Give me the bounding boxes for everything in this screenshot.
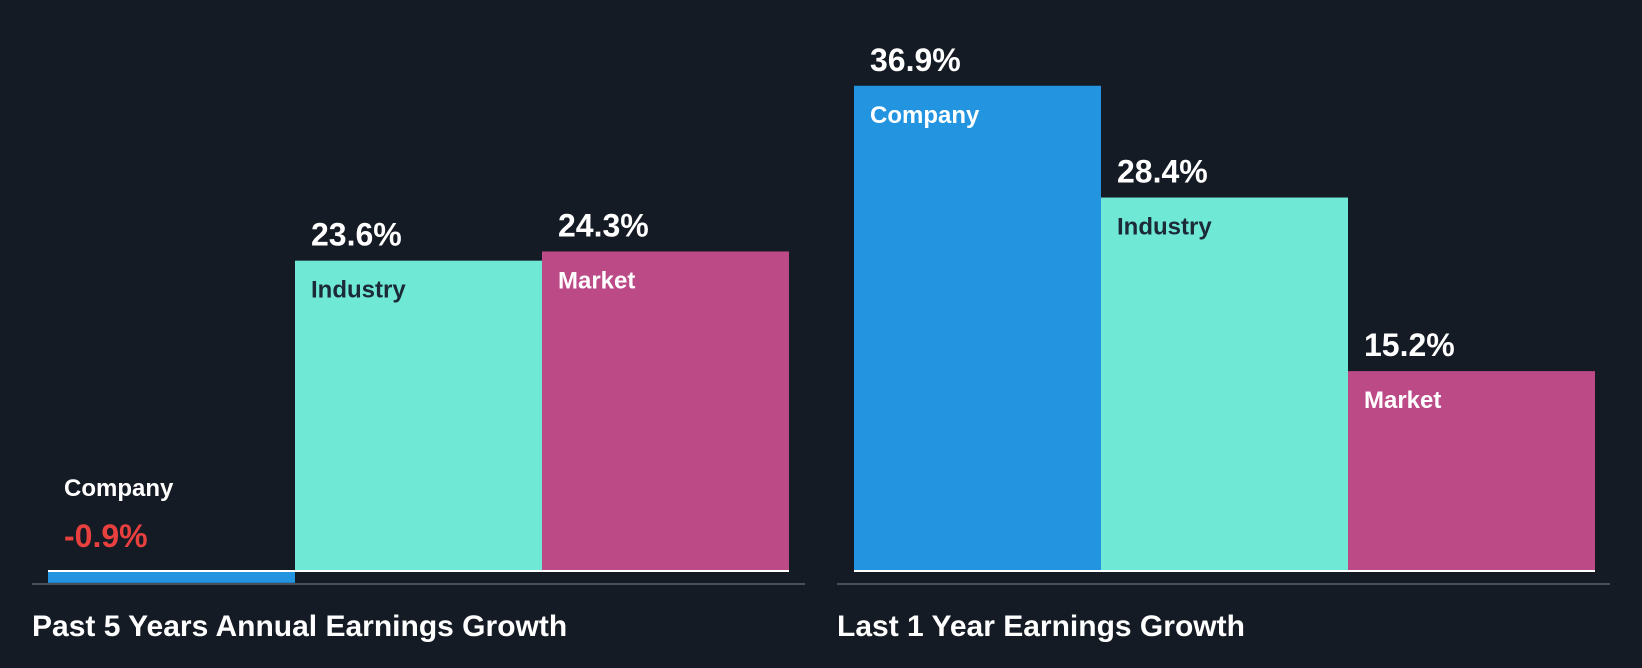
- past-5-years-industry-bar: [295, 261, 542, 571]
- earnings-growth-comparison: Past 5 Years Annual Earnings Growth -0.9…: [0, 0, 1642, 668]
- last-1-year-company-bar: [854, 86, 1101, 571]
- past-5-years-chart-title: Past 5 Years Annual Earnings Growth: [32, 610, 567, 643]
- last-1-year-industry-bar: [1101, 198, 1348, 571]
- last-1-year-market-value: 15.2%: [1364, 327, 1455, 363]
- past-5-years-industry-value: 23.6%: [311, 217, 402, 253]
- past-5-years-market-label: Market: [558, 267, 635, 294]
- past-5-years-chart-panel: Past 5 Years Annual Earnings Growth -0.9…: [32, 207, 805, 643]
- past-5-years-company-value: -0.9%: [64, 518, 148, 554]
- last-1-year-chart-title: Last 1 Year Earnings Growth: [837, 610, 1245, 643]
- past-5-years-company-label: Company: [64, 475, 174, 502]
- past-5-years-industry-label: Industry: [311, 277, 406, 304]
- last-1-year-company-value: 36.9%: [870, 42, 961, 78]
- last-1-year-chart-panel: Last 1 Year Earnings Growth 36.9% Company…: [837, 42, 1610, 643]
- last-1-year-company-label: Company: [870, 102, 980, 129]
- last-1-year-industry-value: 28.4%: [1117, 154, 1208, 190]
- past-5-years-company-bar: [48, 571, 295, 583]
- last-1-year-market-label: Market: [1364, 387, 1441, 414]
- past-5-years-market-value: 24.3%: [558, 207, 649, 243]
- past-5-years-market-bar: [542, 251, 789, 571]
- last-1-year-industry-label: Industry: [1117, 214, 1212, 241]
